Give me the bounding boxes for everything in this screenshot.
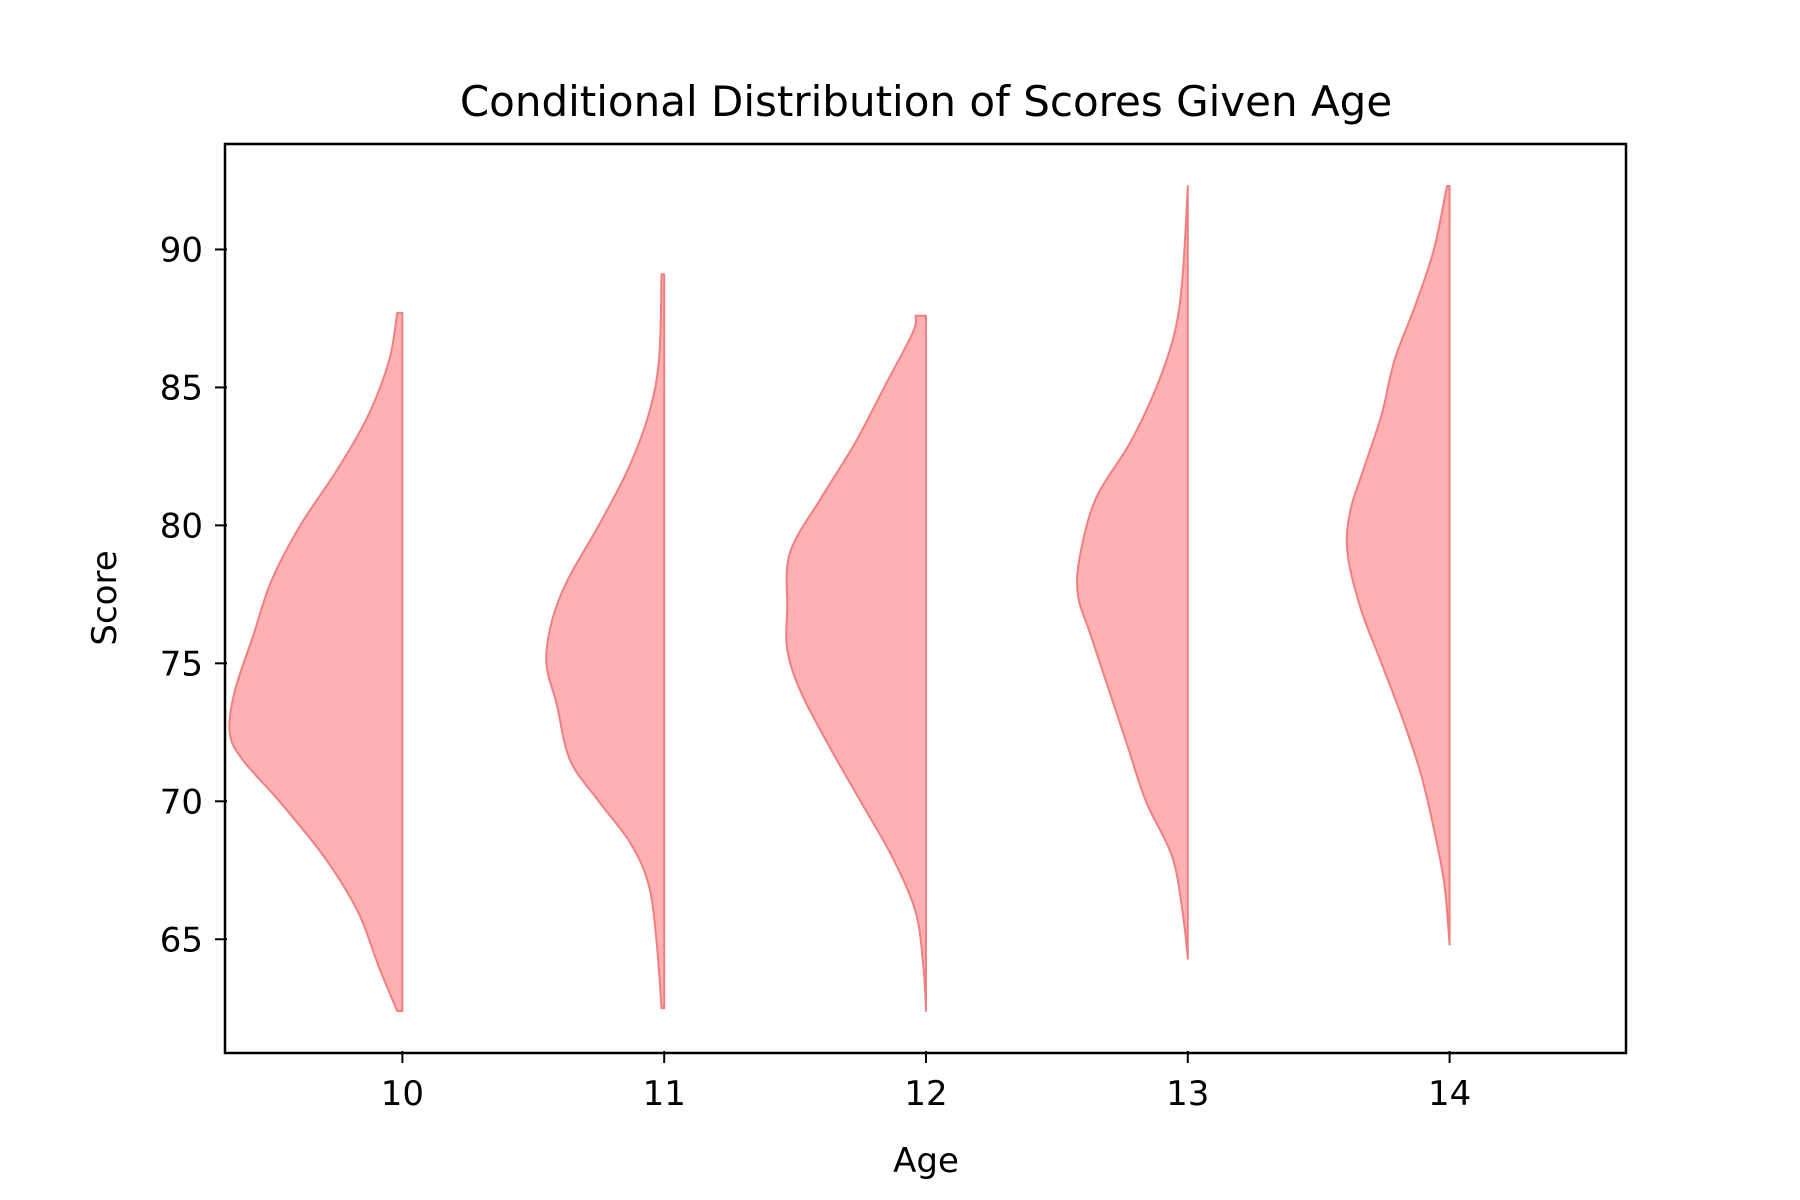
violin-age-11	[545, 273, 666, 1010]
violin-age-14	[1345, 185, 1451, 946]
y-tick-label: 80	[160, 506, 203, 546]
y-axis-ticks: 65 70 75 80 85 90	[160, 230, 227, 960]
x-tick-label: 14	[1428, 1074, 1471, 1114]
y-axis-label: Score	[85, 550, 125, 645]
x-tick-label: 11	[643, 1074, 686, 1114]
violin-age-12	[785, 314, 927, 1012]
x-axis-label: Age	[893, 1141, 959, 1181]
chart-title: Conditional Distribution of Scores Given…	[460, 77, 1392, 126]
violins-layer	[228, 185, 1451, 1012]
y-tick-label: 85	[160, 368, 203, 408]
violin-age-10	[228, 311, 404, 1012]
x-axis-ticks: 10 11 12 13 14	[381, 1051, 1471, 1114]
violin-age-13	[1076, 185, 1189, 960]
y-tick-label: 70	[160, 782, 203, 822]
y-tick-label: 75	[160, 644, 203, 684]
x-tick-label: 10	[381, 1074, 424, 1114]
y-tick-label: 65	[160, 920, 203, 960]
x-tick-label: 13	[1166, 1074, 1209, 1114]
y-tick-label: 90	[160, 230, 203, 270]
x-tick-label: 12	[904, 1074, 947, 1114]
